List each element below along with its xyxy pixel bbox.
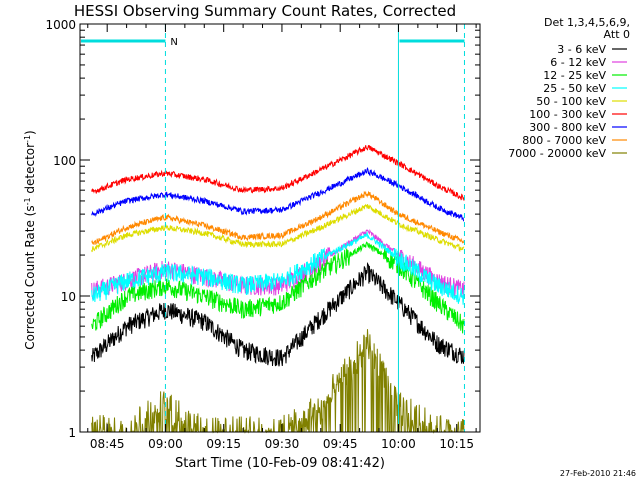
- series-line-25-50-kev: [91, 230, 465, 305]
- series-line-50-100-kev: [91, 203, 465, 253]
- series-line-7000-20000-kev: [91, 329, 465, 434]
- legend-label: 3 - 6 keV: [557, 43, 606, 56]
- x-tick-label: 09:30: [265, 437, 300, 451]
- legend-label: 6 - 12 keV: [550, 56, 606, 69]
- x-tick-label: 09:00: [148, 437, 183, 451]
- legend-header-detectors: Det 1,3,4,5,6,9,: [544, 16, 630, 29]
- footer-timestamp: 27-Feb-2010 21:46: [560, 469, 636, 478]
- x-axis-label: Start Time (10-Feb-09 08:41:42): [175, 456, 385, 471]
- y-axis-label-main: Corrected Count Rate (s: [23, 205, 37, 349]
- x-tick-label: 10:15: [439, 437, 474, 451]
- legend-label: 25 - 50 keV: [543, 82, 606, 95]
- series-line-3-6-kev: [91, 261, 465, 367]
- x-tick-label: 10:00: [381, 437, 416, 451]
- y-axis-label-end: ): [23, 130, 37, 135]
- series-line-300-800-kev: [91, 166, 465, 222]
- y-axis-label: Corrected Count Rate (s-1 detector-1): [23, 130, 38, 349]
- y-tick-label: 100: [53, 154, 76, 168]
- night-label: N: [170, 37, 177, 48]
- legend-label: 7000 - 20000 keV: [508, 147, 606, 160]
- y-axis-label-mid: detector: [23, 143, 37, 198]
- axes-layer: 08:45 09:00 09:15 09:30 09:45 10:00 10:15 1 10 10…: [45, 18, 481, 451]
- series-line-12-25-kev: [91, 241, 465, 334]
- y-axis-label-exp1: -1: [23, 197, 32, 205]
- y-axis-label-exp2: -1: [23, 135, 32, 143]
- legend-label: 800 - 7000 keV: [522, 134, 606, 147]
- legend-label: 300 - 800 keV: [529, 121, 606, 134]
- legend-label: 50 - 100 keV: [536, 95, 606, 108]
- series-line-800-7000-kev: [91, 190, 465, 246]
- legend-label: 100 - 300 keV: [529, 108, 606, 121]
- y-tick-label: 1000: [45, 18, 76, 32]
- legend-header-attenuator: Att 0: [604, 28, 630, 41]
- x-tick-label: 09:45: [323, 437, 358, 451]
- plot-frame: [79, 23, 481, 433]
- y-tick-label: 1: [68, 426, 76, 440]
- x-tick-label: 09:15: [206, 437, 241, 451]
- chart-title: HESSI Observing Summary Count Rates, Cor…: [74, 2, 456, 20]
- y-tick-label: 10: [61, 290, 76, 304]
- plot-layer: N: [79, 24, 465, 434]
- x-tick-label: 08:45: [90, 437, 125, 451]
- series-line-100-300-kev: [91, 145, 465, 201]
- legend-label: 12 - 25 keV: [543, 69, 606, 82]
